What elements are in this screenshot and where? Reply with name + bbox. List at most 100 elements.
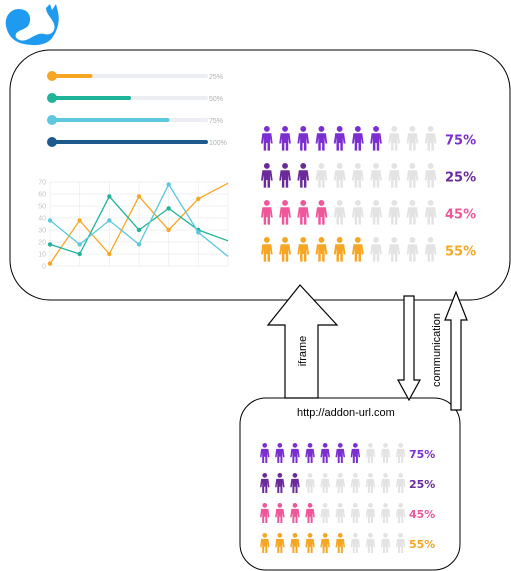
person-icon (370, 237, 382, 262)
y-tick-label: 40 (38, 216, 46, 223)
iframe-label: iframe (297, 335, 309, 367)
person-icon (261, 200, 273, 225)
communication-down-arrow (396, 295, 422, 402)
person-icon (365, 503, 376, 523)
y-tick-label: 30 (38, 228, 46, 235)
person-icon (275, 533, 285, 553)
person-icon (261, 237, 273, 262)
person-icon (395, 533, 406, 553)
person-icon (380, 533, 391, 553)
person-icon (297, 200, 310, 225)
iframe-arrow (266, 284, 339, 399)
person-icon (352, 200, 364, 225)
person-icon (350, 473, 361, 493)
person-icon (350, 443, 361, 463)
progress-knob (47, 71, 57, 81)
data-point (107, 218, 112, 223)
person-icon (297, 163, 310, 188)
squirrel-logo-icon (5, 4, 59, 46)
y-tick-label: 50 (38, 204, 46, 211)
person-icon (350, 503, 361, 523)
addon-box (239, 397, 461, 571)
pictograph-row: 55% (260, 533, 435, 553)
host-page-box (9, 49, 511, 301)
pictograph-label: 55% (409, 538, 435, 551)
person-icon (279, 163, 291, 188)
person-icon (365, 443, 376, 463)
person-icon (370, 200, 382, 225)
progress-bar: 75% (47, 115, 223, 125)
data-point (77, 218, 82, 223)
addon-pictograph-chart: 75% 25% 45% 55% (260, 443, 435, 553)
y-tick-label: 60 (38, 192, 46, 199)
progress-bars: 25% 50% 75% 100% (47, 71, 227, 147)
person-icon (315, 237, 328, 262)
person-icon (388, 163, 401, 188)
y-tick-label: 0 (42, 264, 46, 271)
line-chart: 70 60 50 40 30 20 10 0 (38, 180, 229, 271)
person-icon (406, 126, 419, 151)
person-icon (424, 126, 437, 151)
pictograph-row: 75% (260, 443, 435, 463)
data-point (47, 261, 53, 266)
progress-label: 50% (209, 96, 223, 103)
person-icon (260, 503, 270, 523)
person-icon (333, 237, 346, 262)
pictograph-label: 55% (445, 245, 476, 260)
pictograph-label: 25% (409, 478, 435, 491)
person-icon (335, 533, 345, 553)
person-icon (424, 237, 437, 262)
pictograph-label: 25% (445, 171, 476, 186)
person-icon (279, 200, 291, 225)
pictograph-row: 45% (260, 503, 435, 523)
person-icon (395, 503, 406, 523)
y-tick-label: 20 (38, 240, 46, 247)
progress-knob (47, 115, 57, 125)
person-icon (350, 533, 361, 553)
person-icon (424, 163, 437, 188)
person-icon (395, 443, 406, 463)
person-icon (279, 126, 291, 151)
data-point (107, 251, 112, 257)
progress-label: 100% (209, 140, 227, 147)
person-icon (290, 473, 300, 493)
person-icon (305, 473, 315, 493)
person-icon (406, 200, 419, 225)
person-icon (305, 503, 315, 523)
communication-up-arrow (444, 290, 468, 411)
person-icon (261, 126, 273, 151)
pictograph-row: 25% (261, 163, 476, 188)
data-point (166, 206, 171, 211)
progress-label: 75% (209, 118, 223, 125)
y-tick-label: 70 (38, 180, 46, 187)
person-icon (320, 443, 330, 463)
person-icon (260, 473, 270, 493)
person-icon (260, 443, 270, 463)
progress-label: 25% (209, 74, 223, 81)
person-icon (365, 473, 376, 493)
data-point (47, 242, 53, 247)
person-icon (424, 200, 437, 225)
person-icon (305, 443, 315, 463)
person-icon (315, 126, 328, 151)
data-point (196, 230, 201, 235)
person-icon (335, 473, 345, 493)
addon-url-label: http://addon-url.com (297, 407, 395, 419)
person-icon (352, 126, 364, 151)
data-point (136, 227, 142, 233)
person-icon (333, 200, 346, 225)
person-icon (335, 503, 345, 523)
person-icon (333, 163, 346, 188)
person-icon (275, 443, 285, 463)
pictograph-row: 45% (261, 200, 476, 225)
progress-knob (47, 137, 57, 147)
person-icon (365, 533, 376, 553)
pictograph-row: 55% (261, 237, 476, 262)
person-icon (388, 126, 401, 151)
person-icon (305, 533, 315, 553)
person-icon (315, 163, 328, 188)
data-point (136, 194, 142, 199)
pictograph-row: 25% (260, 473, 435, 493)
person-icon (380, 503, 391, 523)
